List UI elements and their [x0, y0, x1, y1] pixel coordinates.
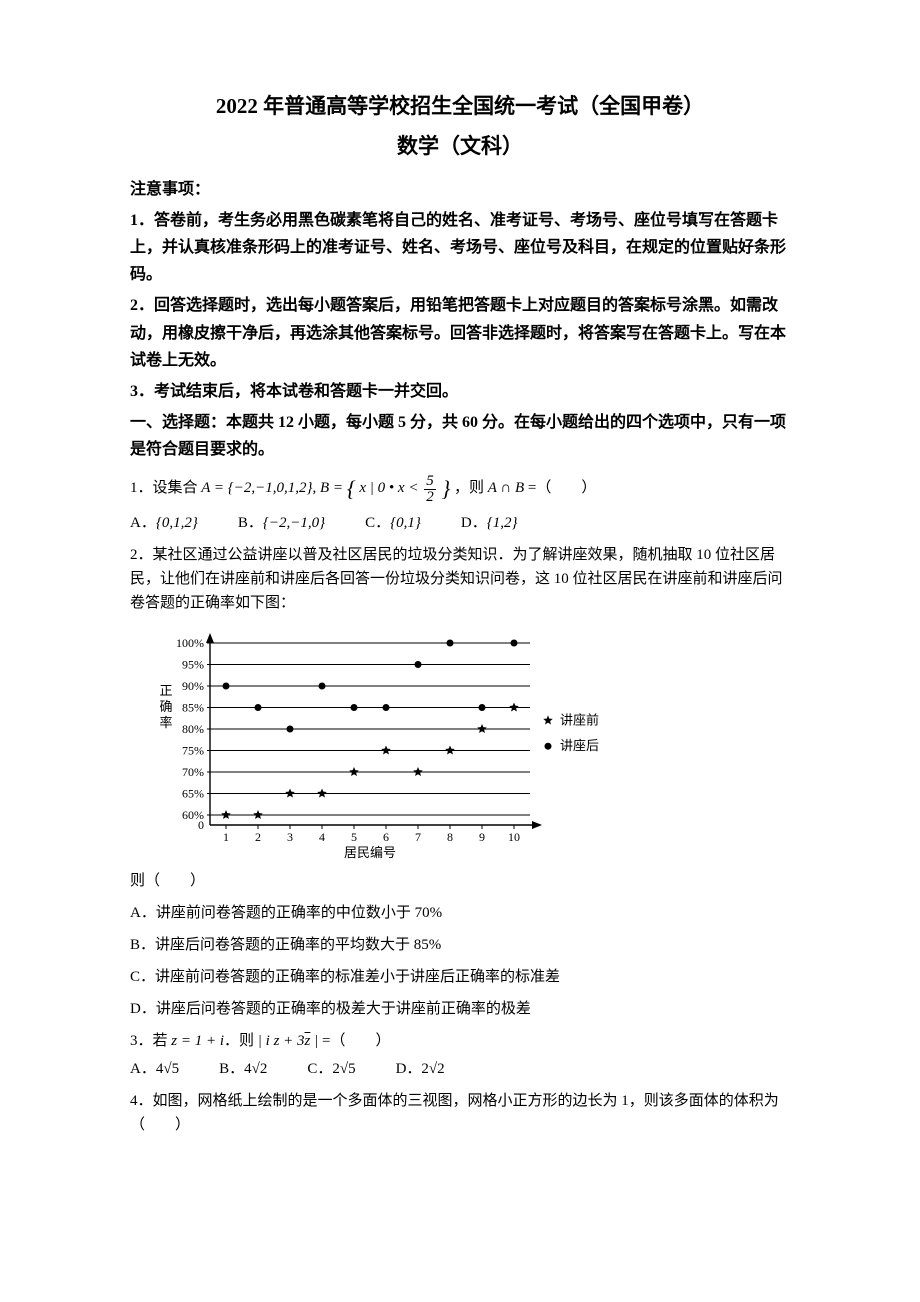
q3-stem: 3．若 z = 1 + i．则 | i z + 3z | =（ ）: [130, 1029, 790, 1053]
q1-opt-d: D．{1,2}: [461, 511, 518, 535]
q1-math: A = {−2,−1,0,1,2}, B = { x | 0 • x < 52 …: [201, 480, 450, 496]
q1-stem-prefix: 1．设集合: [130, 480, 201, 496]
q4-stem: 4．如图，网格纸上绘制的是一个多面体的三视图，网格小正方形的边长为 1，则该多面…: [130, 1089, 790, 1137]
svg-text:7: 7: [415, 830, 421, 844]
svg-text:4: 4: [319, 830, 325, 844]
q3-options: A．4√5 B．4√2 C．2√5 D．2√2: [130, 1057, 790, 1081]
q1-stem-suffix: ，则 A ∩ B =（ ）: [454, 480, 596, 496]
svg-text:确: 确: [159, 699, 172, 714]
q3-opt-a: A．4√5: [130, 1057, 179, 1081]
q2-opt-b: B．讲座后问卷答题的正确率的平均数大于 85%: [130, 933, 790, 957]
svg-text:1: 1: [223, 830, 229, 844]
svg-text:65%: 65%: [182, 786, 204, 800]
svg-text:85%: 85%: [182, 700, 204, 714]
accuracy-chart: 60%65%70%75%80%85%90%95%100%012345678910…: [150, 621, 790, 861]
svg-text:居民编号: 居民编号: [344, 845, 396, 860]
note-3: 3．考试结束后，将本试卷和答题卡一并交回。: [130, 378, 790, 405]
svg-text:0: 0: [198, 818, 204, 832]
q2-opt-c: C．讲座前问卷答题的正确率的标准差小于讲座后正确率的标准差: [130, 965, 790, 989]
notes-heading: 注意事项：: [130, 177, 790, 203]
svg-text:讲座前: 讲座前: [560, 712, 599, 727]
svg-text:率: 率: [159, 715, 172, 730]
svg-text:8: 8: [447, 830, 453, 844]
q2-opt-d: D．讲座后问卷答题的正确率的极差大于讲座前正确率的极差: [130, 997, 790, 1021]
q1-stem: 1．设集合 A = {−2,−1,0,1,2}, B = { x | 0 • x…: [130, 471, 790, 506]
svg-text:9: 9: [479, 830, 485, 844]
q1-opt-c: C．{0,1}: [365, 511, 421, 535]
q1-options: A．{0,1,2} B．{−2,−1,0} C．{0,1} D．{1,2}: [130, 511, 790, 535]
q2-opt-a: A．讲座前问卷答题的正确率的中位数小于 70%: [130, 901, 790, 925]
svg-text:75%: 75%: [182, 743, 204, 757]
svg-text:10: 10: [508, 830, 520, 844]
note-2: 2．回答选择题时，选出每小题答案后，用铅笔把答题卡上对应题目的答案标号涂黑。如需…: [130, 292, 790, 374]
q3-opt-c: C．2√5: [307, 1057, 355, 1081]
svg-text:95%: 95%: [182, 657, 204, 671]
q1-opt-b: B．{−2,−1,0}: [238, 511, 325, 535]
svg-text:正: 正: [159, 683, 172, 698]
title-sub: 数学（文科）: [130, 130, 790, 164]
exam-page: 2022 年普通高等学校招生全国统一考试（全国甲卷） 数学（文科） 注意事项： …: [0, 0, 920, 1201]
svg-text:6: 6: [383, 830, 389, 844]
svg-text:80%: 80%: [182, 722, 204, 736]
section-1-heading: 一、选择题：本题共 12 小题，每小题 5 分，共 60 分。在每小题给出的四个…: [130, 409, 790, 463]
svg-text:5: 5: [351, 830, 357, 844]
svg-text:70%: 70%: [182, 765, 204, 779]
q1-opt-a: A．{0,1,2}: [130, 511, 198, 535]
q3-opt-d: D．2√2: [396, 1057, 445, 1081]
title-main: 2022 年普通高等学校招生全国统一考试（全国甲卷）: [130, 90, 790, 124]
q2-stem: 2．某社区通过公益讲座以普及社区居民的垃圾分类知识．为了解讲座效果，随机抽取 1…: [130, 543, 790, 615]
q2-then: 则（ ）: [130, 869, 790, 893]
svg-text:3: 3: [287, 830, 293, 844]
scatter-chart-svg: 60%65%70%75%80%85%90%95%100%012345678910…: [150, 621, 630, 861]
q3-opt-b: B．4√2: [219, 1057, 267, 1081]
note-1: 1．答卷前，考生务必用黑色碳素笔将自己的姓名、准考证号、考场号、座位号填写在答题…: [130, 207, 790, 289]
svg-text:100%: 100%: [176, 636, 204, 650]
svg-text:2: 2: [255, 830, 261, 844]
svg-text:讲座后: 讲座后: [560, 738, 599, 753]
svg-text:90%: 90%: [182, 679, 204, 693]
